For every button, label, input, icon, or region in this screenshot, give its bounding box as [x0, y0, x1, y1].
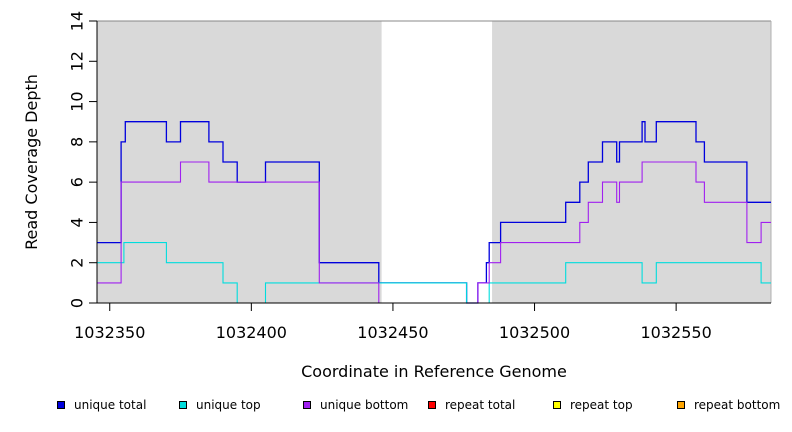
legend-swatch	[428, 401, 436, 409]
y-tick-label: 0	[68, 298, 87, 308]
unshaded-region	[381, 21, 493, 303]
legend-item-unique-top: unique top	[179, 398, 261, 412]
x-axis-title: Coordinate in Reference Genome	[301, 362, 567, 381]
legend-label: unique total	[74, 398, 147, 412]
y-tick-label: 2	[68, 258, 87, 268]
x-tick-label: 1032350	[74, 323, 145, 342]
y-tick-label: 4	[68, 217, 87, 227]
legend-swatch	[179, 401, 187, 409]
legend-item-unique-bottom: unique bottom	[303, 398, 408, 412]
legend-label: repeat total	[445, 398, 516, 412]
legend-swatch	[57, 401, 65, 409]
x-tick-label: 1032500	[499, 323, 570, 342]
y-axis-title: Read Coverage Depth	[22, 74, 41, 250]
legend-item-unique-total: unique total	[57, 398, 146, 412]
x-tick-label: 1032400	[216, 323, 287, 342]
legend-item-repeat-top: repeat top	[553, 398, 633, 412]
legend-swatch	[553, 401, 561, 409]
legend-item-repeat-bottom: repeat bottom	[677, 398, 780, 412]
legend-swatch	[677, 401, 685, 409]
legend-label: repeat bottom	[694, 398, 781, 412]
legend-label: unique bottom	[320, 398, 409, 412]
x-tick-label: 1032550	[640, 323, 711, 342]
series-unique-total	[97, 121, 771, 304]
y-tick-label: 14	[68, 11, 87, 31]
legend: unique total unique top unique bottom repea…	[0, 398, 792, 420]
y-tick-label: 10	[68, 91, 87, 111]
legend-label: unique top	[196, 398, 261, 412]
y-tick-label: 12	[68, 51, 87, 71]
legend-label: repeat top	[570, 398, 633, 412]
y-tick-label: 8	[68, 137, 87, 147]
legend-item-repeat-total: repeat total	[428, 398, 515, 412]
y-tick-label: 6	[68, 177, 87, 187]
x-tick-label: 1032450	[357, 323, 428, 342]
series-unique-bottom	[97, 161, 771, 304]
series-unique-top	[97, 242, 771, 304]
legend-swatch	[303, 401, 311, 409]
